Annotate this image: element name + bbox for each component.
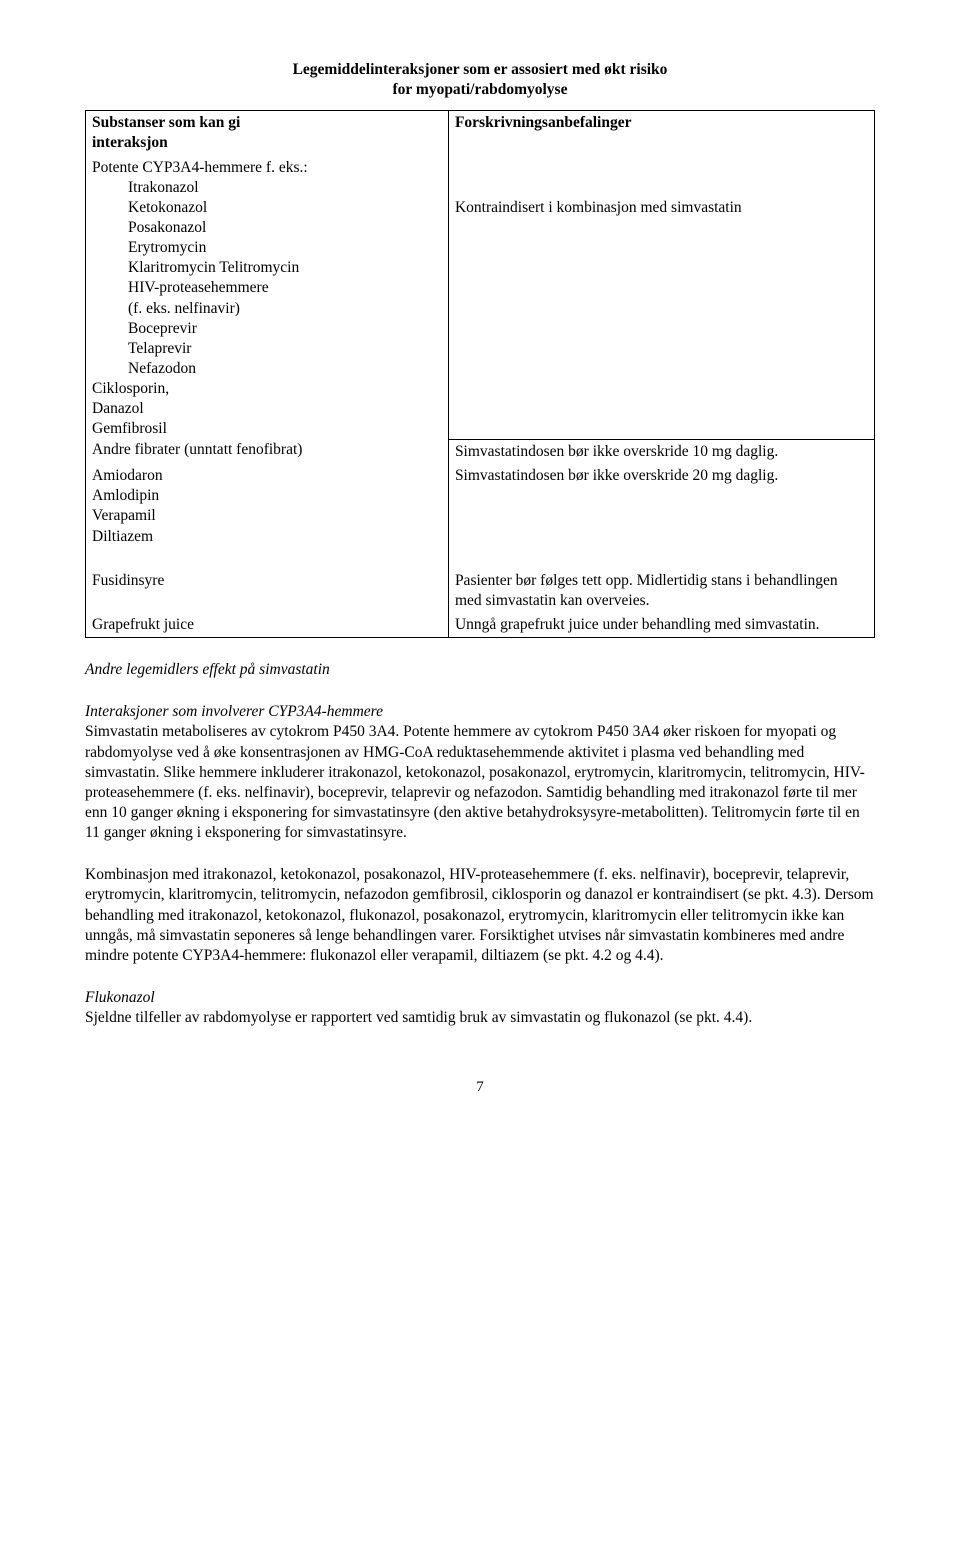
cell-substances-1: Potente CYP3A4-hemmere f. eks.: Itrakona… [86, 156, 449, 440]
cell-substances-2: Andre fibrater (unntatt fenofibrat) [86, 440, 449, 465]
header-right: Forskrivningsanbefalinger [448, 111, 874, 156]
row-cyp3a4-hemmere: Potente CYP3A4-hemmere f. eks.: Itrakona… [86, 156, 875, 440]
table-title: Legemiddelinteraksjoner som er assosiert… [85, 60, 875, 100]
cell-substances-5: Grapefrukt juice [86, 613, 449, 638]
paragraph-2: Kombinasjon med itrakonazol, ketokonazol… [85, 865, 875, 966]
blank-row [86, 549, 875, 569]
header-left: Substanser som kan gi interaksjon [86, 111, 449, 156]
interaction-table: Substanser som kan gi interaksjon Forskr… [85, 110, 875, 638]
cell-recommend-2: Simvastatindosen bør ikke overskride 10 … [448, 440, 874, 465]
cell-recommend-4: Pasienter bør følges tett opp. Midlertid… [448, 569, 874, 613]
section-heading-2: Interaksjoner som involverer CYP3A4-hemm… [85, 702, 875, 722]
cell-recommend-5: Unngå grapefrukt juice under behandling … [448, 613, 874, 638]
page-number: 7 [85, 1078, 875, 1098]
row-fusidinsyre: Fusidinsyre Pasienter bør følges tett op… [86, 569, 875, 613]
row-fibrates: Andre fibrater (unntatt fenofibrat) Simv… [86, 440, 875, 465]
title-line-1: Legemiddelinteraksjoner som er assosiert… [293, 61, 668, 78]
section-heading-1: Andre legemidlers effekt på simvastatin [85, 660, 875, 680]
table-header-row: Substanser som kan gi interaksjon Forskr… [86, 111, 875, 156]
cell-recommend-3: Simvastatindosen bør ikke overskride 20 … [448, 464, 874, 549]
cell-recommend-1: Kontraindisert i kombinasjon med simvast… [448, 156, 874, 440]
title-line-2: for myopati/rabdomyolyse [393, 81, 568, 98]
row-grapefrukt: Grapefrukt juice Unngå grapefrukt juice … [86, 613, 875, 638]
paragraph-1: Simvastatin metaboliseres av cytokrom P4… [85, 722, 875, 843]
cell-substances-4: Fusidinsyre [86, 569, 449, 613]
cell-substances-3: Amiodaron Amlodipin Verapamil Diltiazem [86, 464, 449, 549]
row-amiodaron-group: Amiodaron Amlodipin Verapamil Diltiazem … [86, 464, 875, 549]
paragraph-3: Sjeldne tilfeller av rabdomyolyse er rap… [85, 1008, 875, 1028]
section-heading-3: Flukonazol [85, 988, 875, 1008]
